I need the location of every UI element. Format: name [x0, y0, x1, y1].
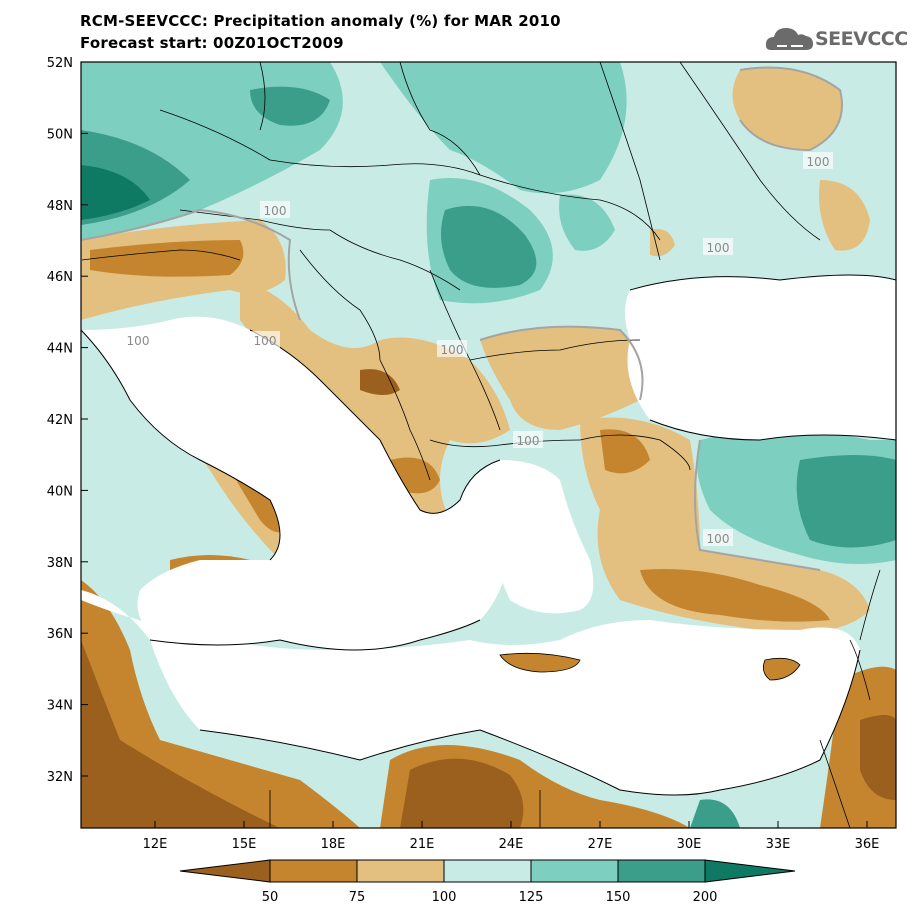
colorbar-label: 50 — [262, 890, 279, 905]
y-tick-label: 32N — [47, 770, 73, 785]
colorbar: 50 75 100 125 150 200 — [179, 859, 796, 905]
contour-label: 100 — [254, 334, 277, 348]
black-sea — [625, 275, 896, 440]
contour-100 — [81, 66, 843, 571]
field-carpathian-wetter — [441, 205, 537, 288]
field-levant-driest — [860, 715, 896, 800]
crete — [499, 652, 581, 673]
contour-label-bg — [260, 201, 290, 218]
y-tick-label: 48N — [47, 199, 73, 214]
field-montenegro-dry — [360, 369, 400, 395]
seevccc-logo: SEEVCCC — [765, 22, 908, 56]
contour-label: 100 — [441, 343, 464, 357]
y-tick-label: 36N — [47, 627, 73, 642]
x-tick-label: 18E — [321, 837, 346, 852]
x-tick-label: 27E — [588, 837, 613, 852]
x-axis: 12E 15E 18E 21E 24E 27E 30E 33E 36E — [143, 821, 880, 852]
contour-label: 100 — [707, 532, 730, 546]
y-tick-label: 46N — [47, 270, 73, 285]
y-tick-label: 38N — [47, 556, 73, 571]
aegean-sea — [496, 460, 594, 614]
contour-label-bg — [123, 331, 153, 348]
contour-label-bg — [513, 431, 543, 448]
field-ne-dry2 — [819, 180, 870, 251]
field-nile-wet — [690, 799, 740, 828]
map-subtitle: Forecast start: 00Z01OCT2009 — [80, 34, 344, 52]
contour-label-bg — [703, 238, 733, 255]
contour-label-bg — [703, 529, 733, 546]
colorbar-segment — [530, 859, 619, 883]
field-ne-dry3 — [650, 229, 675, 257]
colorbar-segment — [269, 859, 358, 883]
y-tick-label: 40N — [47, 484, 73, 499]
colorbar-label: 150 — [606, 890, 631, 905]
field-libya-driest — [400, 758, 524, 828]
colorbar-high-triangle — [704, 859, 796, 883]
field-central-wet — [250, 86, 330, 126]
field-africa-driest — [81, 640, 280, 828]
colorbar-segment — [617, 859, 706, 883]
contour-label: 100 — [707, 241, 730, 255]
map-frame — [80, 61, 897, 829]
map-field — [81, 62, 896, 828]
x-tick-label: 33E — [766, 837, 791, 852]
contour-label: 100 — [127, 334, 150, 348]
colorbar-label: 100 — [432, 890, 457, 905]
contour-label: 100 — [807, 155, 830, 169]
x-tick-label: 21E — [410, 837, 435, 852]
field-c-wet — [380, 62, 627, 194]
field-east-wet — [559, 194, 615, 251]
cloud-icon — [765, 28, 813, 50]
colorbar-segment — [356, 859, 445, 883]
colorbar-low-triangle — [179, 859, 271, 883]
colorbar-label: 125 — [519, 890, 544, 905]
y-tick-label: 52N — [47, 56, 73, 71]
colorbar-label: 200 — [693, 890, 718, 905]
contour-label-bg — [250, 331, 280, 348]
x-tick-label: 15E — [232, 837, 257, 852]
field-nw-wettest — [81, 165, 150, 220]
country-borders — [81, 62, 881, 828]
logo-text: SEEVCCC — [815, 28, 908, 50]
y-tick-label: 34N — [47, 699, 73, 714]
contour-label: 100 — [517, 434, 540, 448]
mediterranean-sea — [81, 590, 860, 795]
cyprus — [762, 657, 801, 681]
colorbar-segment — [443, 859, 532, 883]
contour-label-bg — [437, 340, 467, 357]
y-tick-label: 42N — [47, 413, 73, 428]
colorbar-label: 75 — [349, 890, 366, 905]
field-turkey-drier — [640, 569, 830, 622]
field-marmara-drier — [600, 429, 650, 474]
contour-label-bg — [803, 152, 833, 169]
adriatic-ionian-sea — [81, 316, 560, 650]
x-tick-label: 24E — [499, 837, 524, 852]
field-alps-drier — [90, 240, 244, 277]
field-ne-dry — [732, 67, 842, 150]
x-tick-label: 30E — [677, 837, 702, 852]
map-title: RCM-SEEVCCC: Precipitation anomaly (%) f… — [80, 12, 561, 30]
y-tick-label: 50N — [47, 127, 73, 142]
y-tick-label: 44N — [47, 342, 73, 357]
x-tick-label: 36E — [855, 837, 880, 852]
contour-label: 100 — [264, 204, 287, 218]
field-anatolia-wetter — [796, 455, 896, 548]
x-tick-label: 12E — [143, 837, 168, 852]
coastlines — [81, 274, 896, 796]
y-axis: 52N 50N 48N 46N 44N 42N 40N 38N 36N 34N 32N — [47, 56, 88, 785]
contour-labels: 100 100 100 100 100 100 100 100 — [123, 152, 833, 546]
